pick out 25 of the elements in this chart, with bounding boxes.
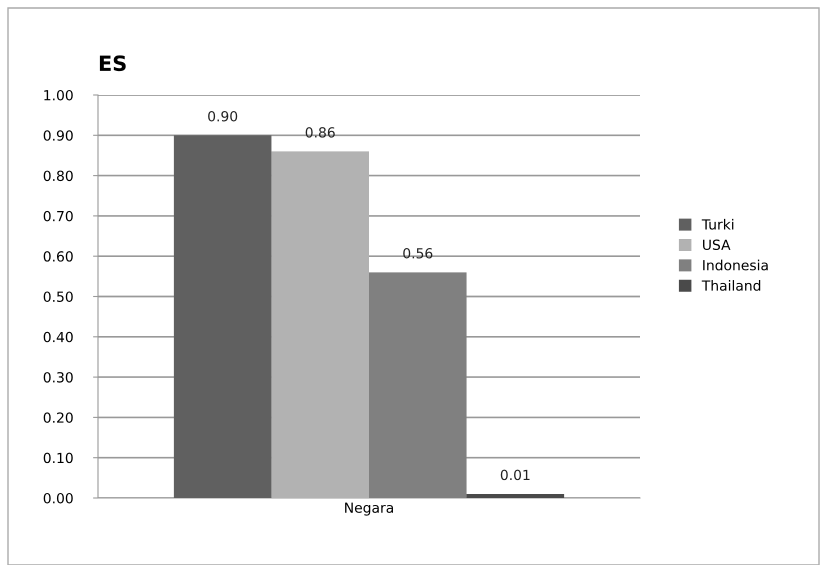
data-label: 0.56 <box>403 248 432 259</box>
y-tick-label: 0.50 <box>44 291 73 302</box>
y-tick-label: 0.20 <box>44 412 73 423</box>
legend-label: Thailand <box>702 280 760 291</box>
y-tick-label: 0.10 <box>44 452 73 464</box>
data-label: 0.90 <box>208 110 238 122</box>
data-label: 0.86 <box>306 127 335 138</box>
legend-label: USA <box>703 240 730 250</box>
y-tick-label: 0.60 <box>44 251 73 262</box>
y-tick-label: 1.00 <box>44 90 73 100</box>
y-tick-label: 0.90 <box>44 130 73 141</box>
chart-title: ES <box>100 55 126 72</box>
bar <box>174 135 272 498</box>
legend-label: Indonesia <box>703 260 768 270</box>
bar <box>271 151 369 498</box>
data-label: 0.01 <box>500 470 530 480</box>
legend-label: Turki <box>702 218 734 230</box>
bar <box>466 494 564 498</box>
y-tick-label: 0.00 <box>44 492 73 504</box>
bar <box>369 272 467 498</box>
y-tick-label: 0.80 <box>44 170 73 182</box>
x-tick-label: Negara <box>345 502 393 516</box>
y-tick-label: 0.30 <box>44 372 73 383</box>
y-tick-label: 0.40 <box>44 332 73 342</box>
y-tick-label: 0.70 <box>44 210 73 222</box>
